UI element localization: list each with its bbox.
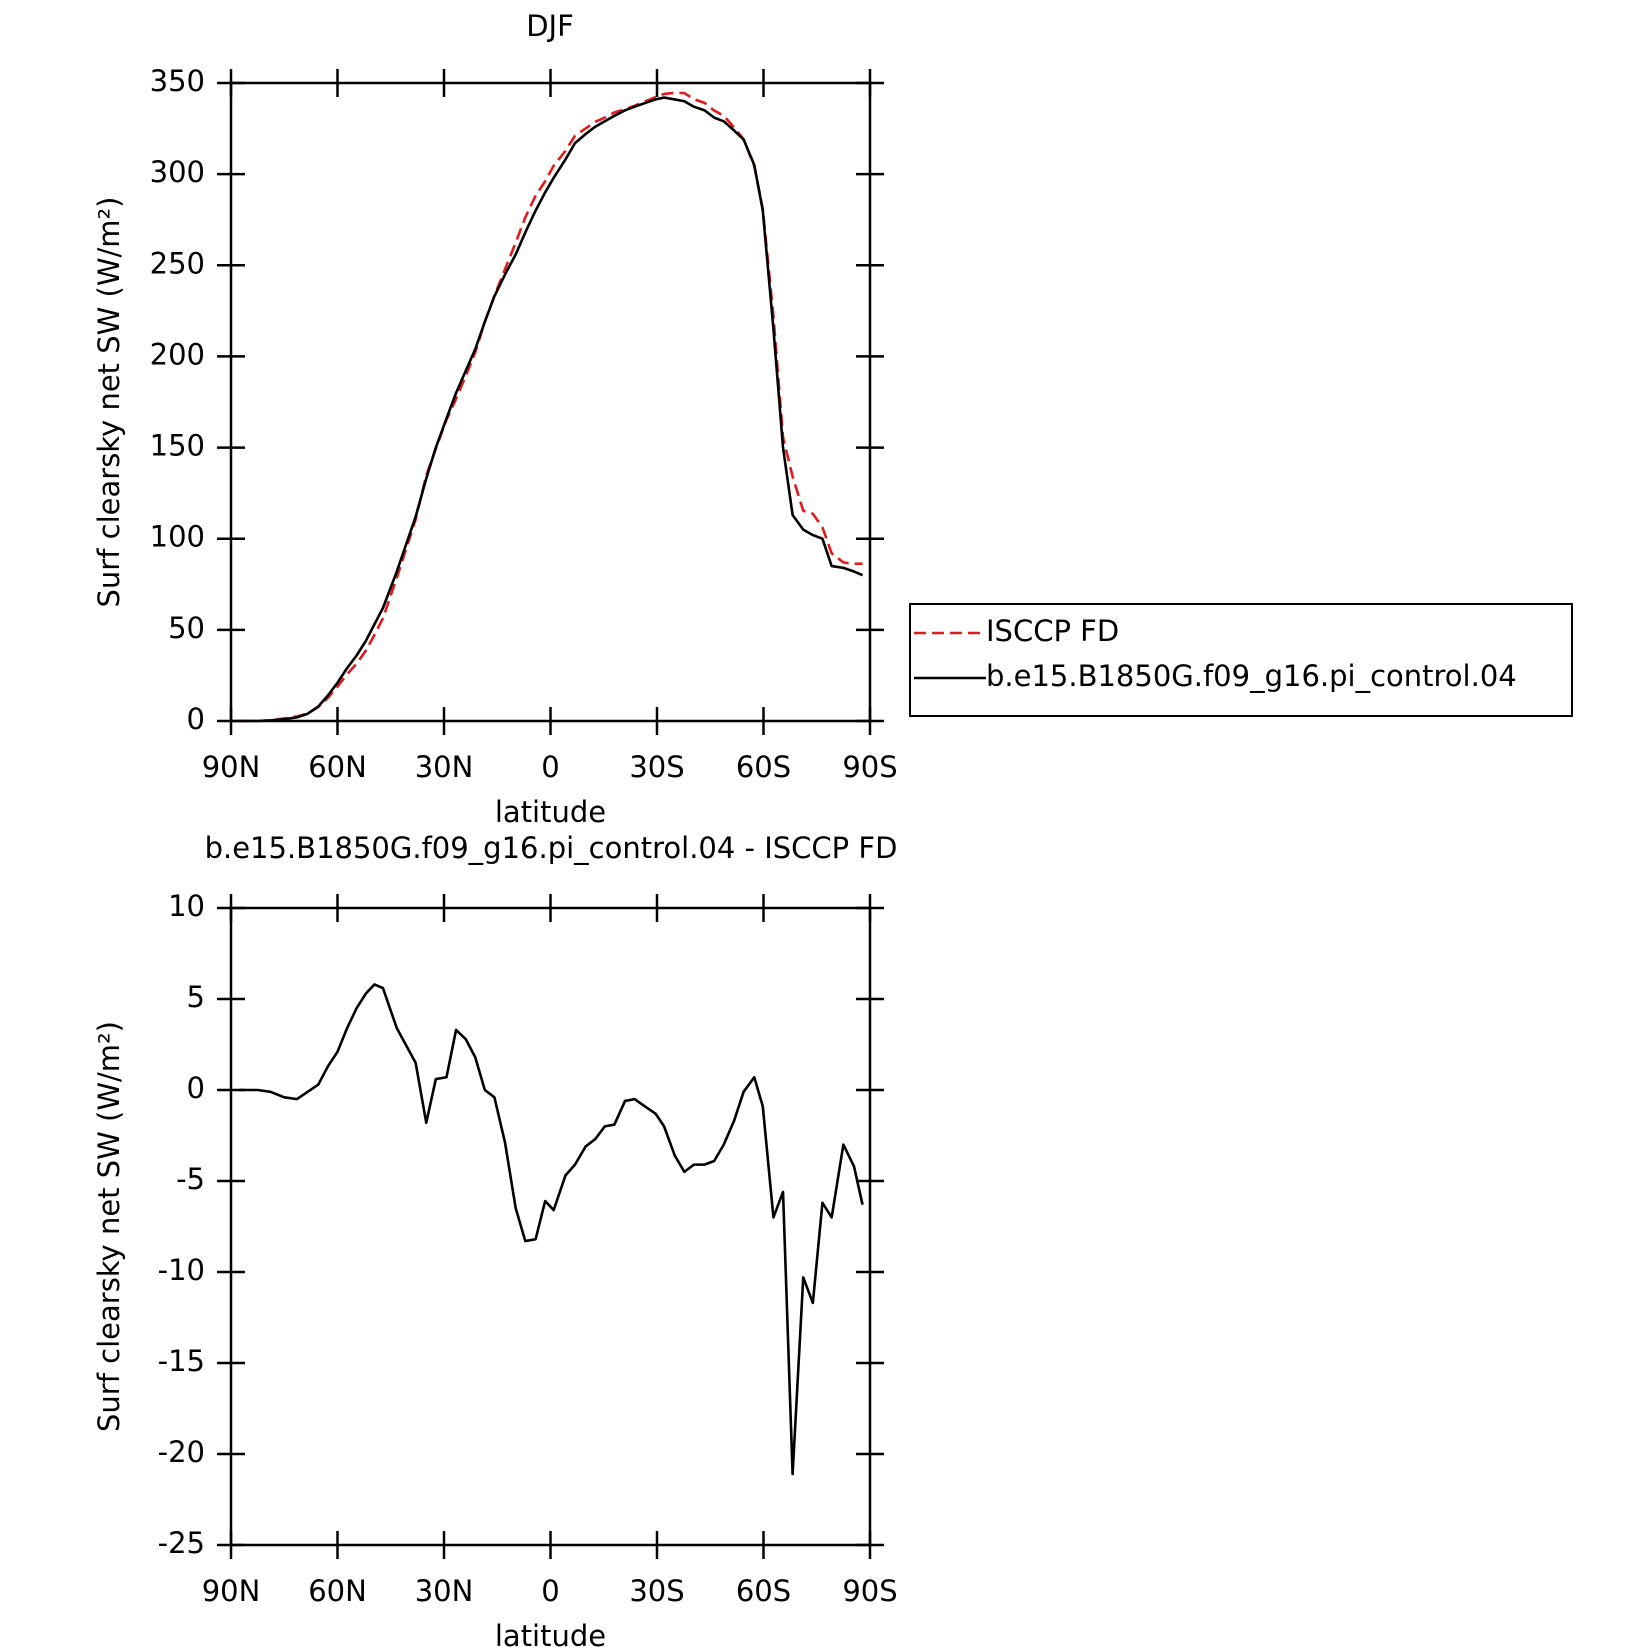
x-tick-label: 60S: [736, 750, 791, 784]
y-tick-label: 10: [168, 889, 205, 923]
y-tick-label: -5: [176, 1162, 205, 1196]
y-tick-label: 300: [150, 155, 205, 189]
y-tick-label: 150: [150, 429, 205, 463]
y-tick-label: 200: [150, 337, 205, 371]
legend-label: b.e15.B1850G.f09_g16.pi_control.04: [986, 659, 1517, 693]
plot-frame: [229, 81, 872, 723]
x-tick-label: 60S: [736, 1574, 791, 1608]
y-tick-label: 0: [187, 1071, 205, 1105]
x-tick-label: 30S: [629, 1574, 684, 1608]
y-axis-label: Surf clearsky net SW (W/m²): [92, 197, 126, 608]
chart-title: DJF: [526, 9, 574, 43]
x-tick-label: 0: [541, 750, 559, 784]
y-tick-label: -25: [158, 1526, 205, 1560]
x-tick-label: 30N: [415, 1574, 474, 1608]
y-tick-label: 5: [187, 980, 205, 1014]
y-tick-label: -20: [158, 1435, 205, 1469]
data-line: [239, 91, 863, 723]
y-tick-label: 100: [150, 520, 205, 554]
y-axis-label: Surf clearsky net SW (W/m²): [92, 1021, 126, 1432]
x-tick-label: 30N: [415, 750, 474, 784]
chart-title: b.e15.B1850G.f09_g16.pi_control.04 - ISC…: [205, 831, 898, 865]
y-tick-label: 250: [150, 246, 205, 280]
data-line: [239, 983, 864, 1476]
x-tick-label: 90S: [842, 750, 897, 784]
x-axis-label: latitude: [495, 1619, 606, 1647]
y-tick-label: 50: [168, 611, 205, 645]
x-tick-label: 90N: [202, 750, 261, 784]
y-tick-label: 0: [187, 702, 205, 736]
y-tick-label: -15: [158, 1344, 205, 1378]
x-tick-label: 90S: [842, 1574, 897, 1608]
x-axis-label: latitude: [495, 795, 606, 829]
data-line: [239, 96, 864, 723]
x-tick-label: 90N: [202, 1574, 261, 1608]
y-tick-label: -10: [158, 1253, 205, 1287]
legend-box: [909, 603, 1573, 717]
y-tick-label: 350: [150, 64, 205, 98]
x-tick-label: 60N: [308, 750, 367, 784]
x-tick-label: 0: [541, 1574, 559, 1608]
plot-frame: [229, 906, 872, 1547]
x-tick-label: 30S: [629, 750, 684, 784]
x-tick-label: 60N: [308, 1574, 367, 1608]
legend-label: ISCCP FD: [986, 614, 1119, 648]
